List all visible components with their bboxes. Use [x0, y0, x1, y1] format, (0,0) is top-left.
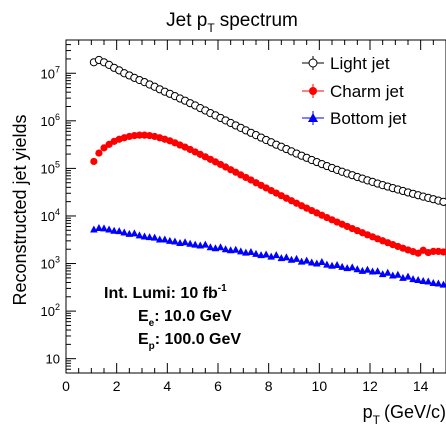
- bottom-jet-point: [115, 227, 123, 235]
- legend-light-marker: [308, 58, 318, 68]
- bottom-jet-point: [338, 262, 346, 270]
- legend-charm-label: Charm jet: [330, 82, 404, 101]
- x-tick-label: 14: [413, 378, 429, 394]
- x-tick-label: 6: [214, 378, 222, 394]
- y-tick-label: 107: [41, 64, 60, 81]
- x-tick-labels: 0 2 4 6 8 10 12 14: [62, 378, 429, 394]
- electron-energy-text: Ee: 10.0 GeV: [138, 308, 232, 329]
- bottom-jet-point: [181, 238, 189, 246]
- charm-jet-point: [439, 248, 446, 256]
- y-tick-label: 106: [41, 112, 60, 129]
- bottom-jet-point: [394, 270, 402, 278]
- bottom-jet-point: [135, 231, 144, 239]
- charm-jet-point: [429, 247, 437, 255]
- bottom-jet-point: [140, 232, 149, 240]
- charm-jet-point: [135, 131, 144, 139]
- bottom-jet-point: [237, 247, 245, 255]
- bottom-jet-point: [409, 275, 417, 283]
- bottom-jet-point: [383, 268, 392, 276]
- chart-title: Jet pT spectrum: [166, 10, 298, 35]
- legend-bottom-marker: [308, 113, 318, 122]
- y-tick-label: 103: [41, 255, 60, 272]
- proton-energy-text: Ep: 100.0 GeV: [138, 331, 241, 352]
- bottom-jet-point: [120, 228, 129, 236]
- y-tick-labels: 10 102 103 104 105 106 107: [41, 64, 60, 366]
- bottom-jet-point: [216, 243, 225, 251]
- legend-bottom-label: Bottom jet: [330, 109, 407, 128]
- bottom-jet-point: [105, 225, 113, 233]
- y-tick-label: 105: [41, 159, 60, 176]
- bottom-jet-point: [404, 272, 412, 280]
- bottom-jet-point: [161, 235, 169, 243]
- bottom-jet-point: [145, 233, 154, 241]
- bottom-jet-point: [262, 250, 270, 258]
- bottom-jet-point: [439, 280, 446, 288]
- bottom-jet-point: [434, 279, 443, 287]
- bottom-jet-point: [155, 235, 164, 243]
- bottom-jet-point: [368, 267, 377, 275]
- bottom-jet-point: [419, 276, 427, 284]
- y-tick-label: 102: [41, 302, 60, 319]
- bottom-jet-point: [307, 258, 316, 266]
- bottom-jet-point: [247, 247, 255, 255]
- bottom-jet-point: [363, 265, 372, 273]
- y-tick-label: 104: [41, 207, 60, 224]
- legend-entry-bottom-jet: Bottom jet: [302, 109, 407, 128]
- bottom-jet-point: [226, 246, 235, 254]
- bottom-jet-point: [414, 276, 422, 284]
- bottom-jet-point: [282, 253, 291, 261]
- charm-jet-point: [90, 157, 98, 166]
- bottom-jet-point: [348, 263, 357, 271]
- bottom-jet-point: [429, 278, 438, 286]
- charm-jet-point: [100, 144, 108, 152]
- legend: Light jet Charm jet Bottom jet: [302, 54, 407, 128]
- bottom-jet-point: [191, 240, 199, 248]
- x-tick-label: 12: [362, 378, 378, 394]
- legend-entry-light-jet: Light jet: [302, 54, 390, 73]
- legend-charm-marker: [309, 87, 317, 95]
- bottom-jet-point: [302, 256, 311, 264]
- bottom-jet-point: [166, 236, 174, 244]
- bottom-jet-point: [201, 240, 210, 248]
- lumi-text: Int. Lumi: 10 fb-1: [104, 283, 227, 302]
- bottom-jet-point: [323, 260, 331, 268]
- legend-light-label: Light jet: [330, 54, 390, 73]
- x-axis-label: pT (GeV/c): [363, 402, 446, 427]
- bottom-jet-point: [333, 261, 341, 269]
- x-tick-label: 0: [62, 378, 70, 394]
- x-tick-label: 4: [163, 378, 171, 394]
- bottom-jet-point: [171, 237, 179, 245]
- y-tick-label: 10: [46, 352, 60, 367]
- bottom-jet-point: [318, 257, 326, 265]
- y-axis-label: Reconstructed jet yields: [10, 114, 30, 305]
- bottom-jet-point: [150, 233, 159, 241]
- run-info-annotation: Int. Lumi: 10 fb-1 Ee: 10.0 GeV Ep: 100.…: [104, 283, 241, 352]
- x-tick-label: 2: [113, 378, 121, 394]
- bottom-jet-point: [424, 277, 433, 285]
- bottom-jet-point: [110, 226, 118, 234]
- bottom-jet-point: [252, 249, 260, 257]
- bottom-jet-point: [186, 239, 194, 247]
- light-jet-point: [439, 197, 446, 206]
- legend-entry-charm-jet: Charm jet: [302, 82, 404, 101]
- x-tick-label: 8: [265, 378, 273, 394]
- bottom-jet-point: [292, 254, 301, 262]
- charm-jet-point: [95, 149, 103, 157]
- bottom-jet-point: [95, 223, 103, 231]
- bottom-jet-point: [100, 224, 108, 232]
- bottom-jet-point: [231, 245, 240, 253]
- bottom-jet-point: [221, 245, 230, 253]
- bottom-jet-point: [373, 267, 382, 275]
- bottom-jet-point: [353, 265, 362, 273]
- axis-ticks: [65, 39, 446, 374]
- bottom-jet-point: [206, 243, 215, 251]
- bottom-jet-point: [272, 251, 281, 259]
- bottom-jet-point: [125, 229, 134, 237]
- bottom-jet-point: [130, 229, 139, 237]
- data-marks: [89, 55, 446, 288]
- x-tick-label: 10: [312, 378, 328, 394]
